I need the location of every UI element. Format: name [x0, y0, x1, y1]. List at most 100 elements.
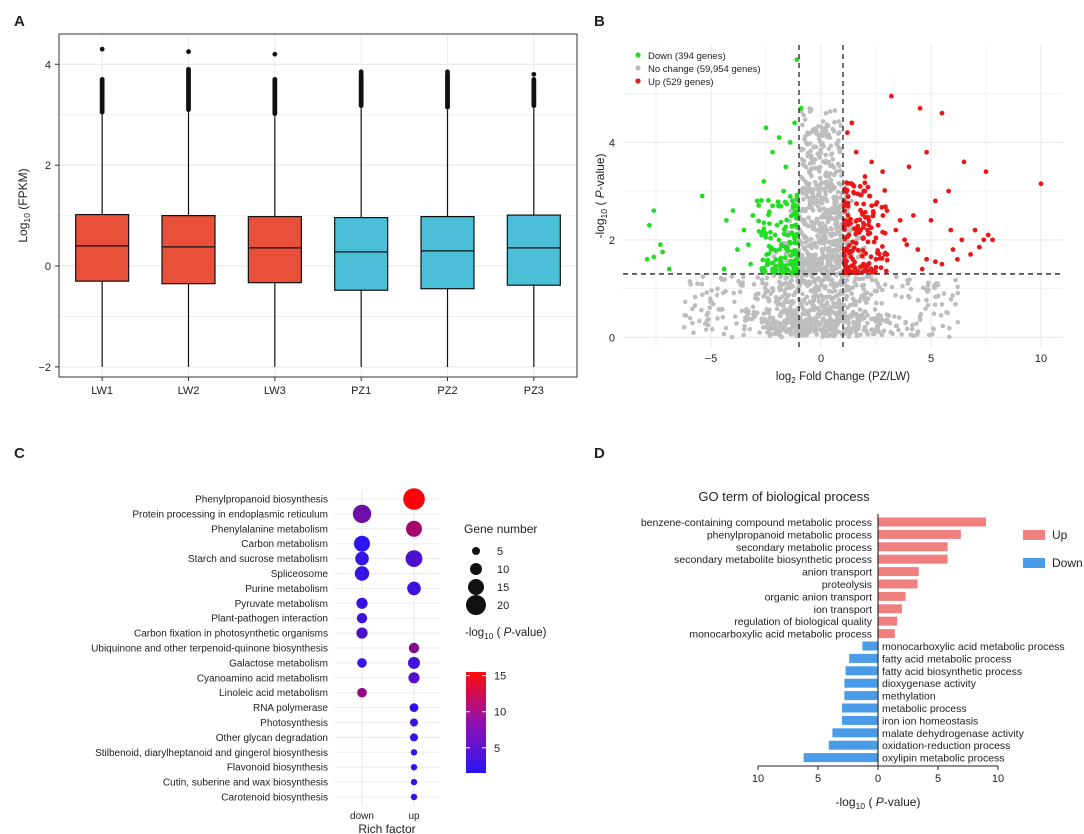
- panel-b-point-nochange: [940, 323, 946, 329]
- panel-d-x-axis-label-part: -value): [884, 795, 921, 809]
- panel-b-point-down: [785, 248, 791, 254]
- panel-b-point-nochange: [700, 292, 705, 298]
- panel-b-point-nochange: [794, 333, 799, 339]
- panel-b-point-nochange: [815, 228, 820, 233]
- panel-b-point-nochange: [953, 277, 958, 283]
- panel-b-point-nochange: [699, 281, 705, 287]
- panel-b-point-up: [955, 256, 960, 262]
- panel-c-pathway-label: Carotenoid biosynthesis: [221, 793, 328, 804]
- panel-b-point-nochange: [822, 285, 828, 290]
- panel-c-colorbar: [466, 672, 486, 773]
- panel-b-point-nochange: [687, 315, 693, 321]
- panel-b-point-down: [794, 208, 800, 214]
- panel-d-x-tick-label: 10: [992, 773, 1004, 785]
- panel-b-point-nochange: [802, 235, 808, 241]
- panel-d-bar-down: [849, 653, 878, 663]
- panel-b-point-nochange: [804, 194, 810, 200]
- panel-b-point-nochange: [807, 141, 813, 146]
- panel-b-point-nochange: [815, 132, 821, 137]
- panel-b-point-up: [879, 204, 885, 210]
- panel-b-point-nochange: [889, 284, 895, 290]
- panel-b-point-up: [915, 247, 921, 252]
- panel-d-bar-down: [832, 728, 878, 738]
- panel-b-point-nochange: [815, 184, 820, 190]
- panel-d-legend-label: Up: [1052, 528, 1068, 542]
- panel-b-point-nochange: [953, 301, 958, 307]
- panel-b-point-nochange: [822, 180, 828, 186]
- panel-b-point-nochange: [824, 300, 830, 305]
- panel-b-point-up: [851, 189, 856, 195]
- panel-b-point-nochange: [827, 239, 833, 245]
- panel-b-point-nochange: [752, 313, 758, 318]
- panel-b-point-nochange: [681, 324, 687, 330]
- panel-b-point-down: [790, 198, 795, 204]
- panel-b-point-nochange: [827, 109, 833, 114]
- panel-b-point-nochange: [798, 301, 803, 306]
- panel-c-pathway-label: Cyanoamino acid metabolism: [197, 673, 328, 684]
- panel-b-point-nochange: [774, 306, 780, 312]
- panel-b-point-up: [911, 213, 916, 218]
- panel-b-point-nochange: [831, 238, 837, 244]
- panel-b-point-nochange: [834, 219, 840, 224]
- panel-b-point-up: [859, 253, 865, 259]
- panel-b-point-nochange: [788, 316, 793, 322]
- panel-b-point-nochange: [939, 302, 945, 307]
- panel-b-point-down: [766, 212, 771, 218]
- panel-b-point-down: [778, 219, 784, 225]
- panel-b-point-nochange: [869, 327, 875, 332]
- panel-b-point-nochange: [767, 326, 773, 332]
- panel-b-point-nochange: [861, 282, 867, 288]
- panel-b-point-nochange: [832, 195, 838, 201]
- panel-c-size-legend-label: 5: [497, 546, 503, 558]
- panel-c-pathway-label: Pyruvate metabolism: [235, 599, 328, 610]
- panel-b-point-nochange: [761, 311, 767, 316]
- panel-b-point-nochange: [784, 275, 790, 280]
- panel-b-point-nochange: [825, 249, 831, 254]
- panel-b-point-nochange: [770, 288, 776, 294]
- panel-b-point-down: [761, 265, 767, 271]
- panel-c-size-legend-marker: [466, 595, 486, 615]
- panel-d-bar-down: [862, 641, 878, 651]
- panel-b-point-up: [862, 174, 868, 179]
- panel-b-point-up: [857, 184, 863, 189]
- panel-b-point-down: [782, 255, 788, 261]
- panel-b-point-nochange: [850, 284, 856, 290]
- panel-b-point-nochange: [858, 296, 864, 302]
- panel-c-pathway-label: Photosynthesis: [260, 718, 328, 729]
- panel-a-outlier-max: [99, 46, 105, 52]
- panel-b-point-down: [792, 236, 797, 241]
- panel-b-point-nochange: [925, 302, 931, 308]
- panel-b-point-nochange: [835, 189, 841, 195]
- panel-c-bubble: [407, 581, 421, 596]
- panel-b-point-nochange: [823, 173, 829, 179]
- panel-b-point-nochange: [690, 306, 695, 312]
- panel-c-pathway-label: Spliceosome: [271, 569, 329, 580]
- panel-b-point-down: [789, 223, 795, 229]
- panel-b-point-nochange: [800, 271, 806, 276]
- panel-b-point-down: [699, 193, 705, 199]
- panel-b-point-nochange: [801, 332, 806, 338]
- panel-b-point-up: [884, 252, 890, 257]
- panel-b-point-nochange: [814, 277, 819, 282]
- panel-b-point-nochange: [945, 310, 951, 316]
- panel-b-point-down: [794, 57, 800, 63]
- panel-d-term-label-up: secondary metabolite biosynthetic proces…: [674, 554, 872, 566]
- panel-b-point-up: [877, 256, 883, 261]
- panel-b-point-nochange: [750, 304, 756, 310]
- panel-b-point-nochange: [799, 263, 805, 269]
- panel-b-point-nochange: [932, 283, 937, 288]
- panel-d-bar-up: [878, 529, 961, 539]
- panel-b-point-nochange: [800, 146, 806, 152]
- panel-b-point-nochange: [690, 320, 695, 326]
- panel-d-term-label-up: organic anion transport: [765, 591, 872, 603]
- panel-b-point-nochange: [824, 122, 830, 127]
- panel-b-point-nochange: [946, 325, 952, 331]
- panel-b-point-nochange: [807, 168, 813, 173]
- panel-b-point-down: [756, 203, 762, 208]
- panel-a-outlier: [531, 76, 537, 82]
- panel-b-point-nochange: [869, 316, 875, 322]
- panel-d-x-axis-label-part: -log: [836, 795, 856, 809]
- panel-b-point-down: [658, 242, 663, 248]
- panel-b-point-nochange: [853, 276, 859, 281]
- panel-c-x-tick-label: up: [408, 811, 420, 822]
